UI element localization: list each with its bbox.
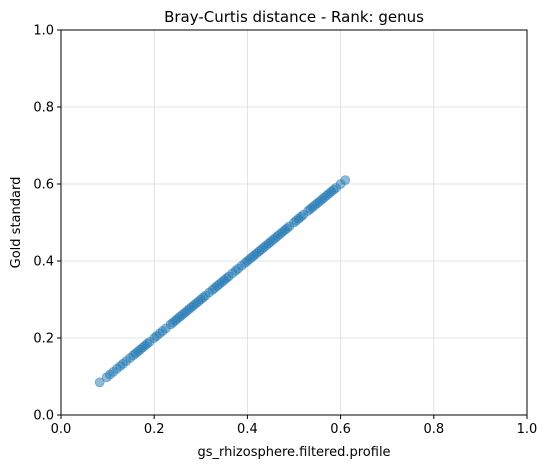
chart-title: Bray-Curtis distance - Rank: genus — [164, 8, 424, 26]
data-point — [340, 175, 351, 186]
x-tick-label: 0.2 — [144, 422, 165, 437]
x-axis-label: gs_rhizosphere.filtered.profile — [197, 445, 390, 460]
x-tick-label: 0.0 — [51, 422, 72, 437]
y-tick-label: 0.4 — [33, 255, 54, 270]
data-point — [94, 377, 105, 388]
y-tick-label: 1.0 — [33, 24, 54, 39]
data-points — [94, 175, 351, 388]
axis-ticks: 0.0 0.2 0.4 0.6 0.8 1.0 0.0 0.2 0.4 0.6 0.8 1.0 — [33, 24, 537, 438]
y-axis-label: Gold standard — [9, 177, 24, 269]
y-tick-label: 0.8 — [33, 101, 54, 116]
plot-frame — [60, 29, 528, 416]
y-tick-label: 0.0 — [33, 409, 54, 424]
x-tick-label: 0.6 — [330, 422, 351, 437]
x-tick-label: 0.4 — [237, 422, 258, 437]
x-tick-label: 1.0 — [517, 422, 538, 437]
y-tick-label: 0.6 — [33, 178, 54, 193]
x-tick-label: 0.8 — [423, 422, 444, 437]
y-tick-label: 0.2 — [33, 332, 54, 347]
